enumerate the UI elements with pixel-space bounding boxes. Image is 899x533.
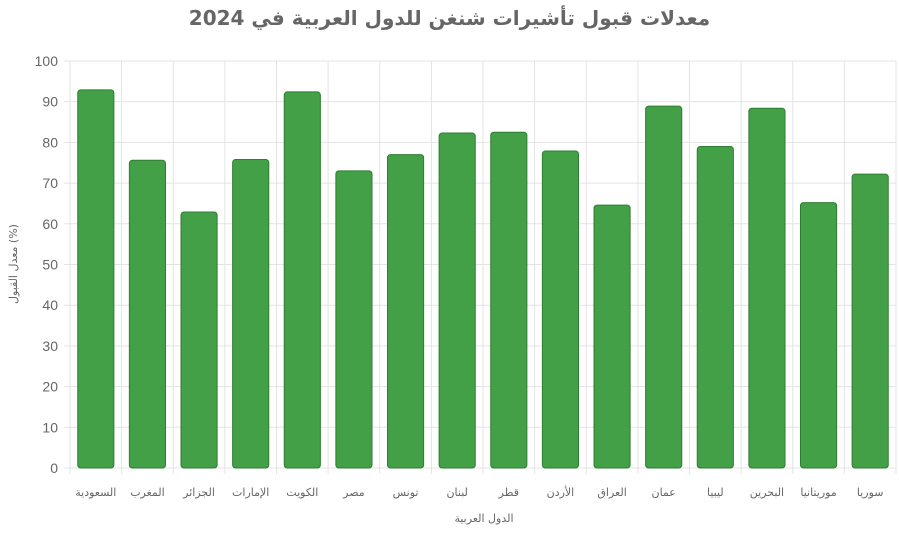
x-tick-label: مصر bbox=[342, 486, 365, 499]
x-tick-label: العراق bbox=[597, 486, 626, 499]
x-tick-label: ليبيا bbox=[707, 486, 724, 499]
bar[interactable] bbox=[851, 173, 889, 469]
y-tick-label: 60 bbox=[42, 216, 58, 232]
bar[interactable] bbox=[645, 105, 683, 469]
x-tick-label: السعودية bbox=[75, 486, 116, 499]
x-tick-label: المغرب bbox=[130, 486, 165, 499]
x-tick-label: قطر bbox=[498, 486, 519, 499]
bar[interactable] bbox=[283, 91, 321, 469]
y-axis-title: معدل القبول (%) bbox=[7, 224, 20, 304]
x-tick-label: البحرين bbox=[750, 486, 784, 499]
bar[interactable] bbox=[541, 150, 580, 469]
bar[interactable] bbox=[490, 131, 528, 469]
bar[interactable] bbox=[77, 89, 115, 469]
x-tick-label: الكويت bbox=[286, 486, 318, 499]
bar[interactable] bbox=[335, 170, 373, 469]
bar[interactable] bbox=[386, 154, 425, 469]
bar[interactable] bbox=[128, 159, 167, 469]
chart-title: معدلات قبول تأشيرات شنغن للدول العربية ف… bbox=[188, 6, 711, 30]
y-tick-label: 70 bbox=[42, 175, 58, 191]
y-tick-label: 20 bbox=[42, 379, 58, 395]
x-axis-title: الدول العربية bbox=[454, 512, 513, 525]
y-tick-label: 40 bbox=[42, 297, 58, 313]
bar[interactable] bbox=[232, 158, 270, 469]
bar[interactable] bbox=[180, 211, 218, 469]
y-tick-label: 10 bbox=[42, 419, 58, 435]
y-tick-label: 0 bbox=[50, 460, 58, 476]
x-tick-label: سوريا bbox=[857, 486, 884, 499]
x-tick-label: عمان bbox=[652, 486, 676, 499]
bar[interactable] bbox=[593, 204, 631, 469]
x-tick-label: الجزائر bbox=[182, 486, 215, 499]
x-tick-label: الأردن bbox=[547, 485, 575, 499]
x-tick-label: تونس bbox=[393, 486, 419, 499]
y-tick-label: 50 bbox=[42, 257, 58, 273]
x-tick-label: الإمارات bbox=[232, 486, 269, 499]
y-tick-label: 90 bbox=[42, 94, 58, 110]
bar[interactable] bbox=[799, 202, 838, 469]
bar[interactable] bbox=[438, 132, 476, 469]
y-tick-label: 30 bbox=[42, 338, 58, 354]
y-tick-label: 100 bbox=[35, 53, 59, 69]
bar[interactable] bbox=[748, 107, 786, 469]
x-tick-label: موريتانيا bbox=[800, 486, 836, 499]
x-tick-label: لبنان bbox=[446, 486, 467, 499]
bar[interactable] bbox=[696, 145, 734, 469]
y-tick-label: 80 bbox=[42, 134, 58, 150]
